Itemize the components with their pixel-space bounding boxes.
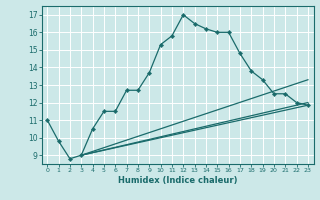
- X-axis label: Humidex (Indice chaleur): Humidex (Indice chaleur): [118, 176, 237, 185]
